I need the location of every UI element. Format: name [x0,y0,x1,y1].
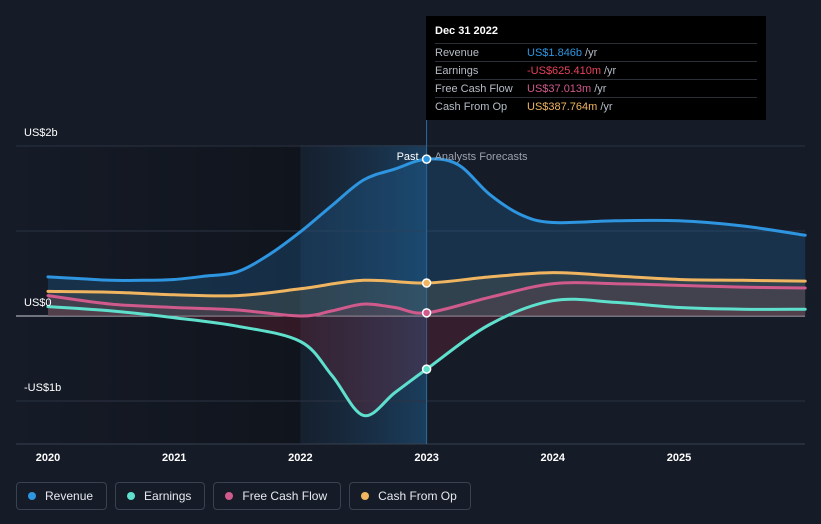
tooltip-date: Dec 31 2022 [435,25,498,37]
earnings-area [48,299,806,416]
free-cash-flow-line [46,281,807,318]
legend-item-cash-from-op[interactable]: Cash From Op [349,482,471,510]
cash-from-op-dot-icon [361,492,370,500]
legend-item-free-cash-flow[interactable]: Free Cash Flow [213,482,342,510]
x-tick-label: 2025 [667,452,691,464]
y-tick-label: -US$1b [24,382,61,394]
x-tick-label: 2023 [414,452,438,464]
x-tick-label: 2024 [541,452,566,464]
free-cash-flow-dot-icon [225,492,234,500]
past-highlight-region [300,145,427,444]
tooltip-label: Cash From Op [435,100,508,113]
chart-svg: US$2b US$0 -US$1b 2020 2021 2022 2023 2024 2025 P… [16,120,807,464]
x-tick-label: 2022 [288,452,312,464]
tooltip: Dec 31 2022 Revenue US$1.846b /yr Earnin… [426,16,766,120]
earnings-highlight-point [421,364,432,374]
y-tick-label: US$2b [24,127,58,139]
legend-item-revenue[interactable]: Revenue [16,482,108,510]
tooltip-label: Free Cash Flow [435,82,513,95]
tooltip-row-revenue: Revenue US$1.846b /yr [435,43,757,61]
free-cash-flow-highlight-point [421,308,432,318]
x-tick-label: 2020 [36,452,60,464]
tooltip-row-free-cash-flow: Free Cash Flow US$37.013m /yr [435,79,757,97]
revenue-highlight-point [421,154,432,164]
legend-label: Earnings [144,489,192,503]
tooltip-value: US$1.846b [527,46,583,59]
tooltip-unit: /yr [600,100,613,113]
tooltip-label: Revenue [435,46,480,59]
earnings-line [46,297,807,418]
legend-item-earnings[interactable]: Earnings [115,482,206,510]
earnings-dot-icon [127,492,136,500]
tooltip-row-earnings: Earnings -US$625.410m /yr [435,61,757,79]
free-cash-flow-area [48,282,806,317]
tooltip-value: US$387.764m [527,100,598,113]
revenue-dot-icon [28,492,36,500]
tooltip-unit: /yr [594,82,607,95]
revenue-line [46,157,807,282]
tooltip-label: Earnings [435,64,479,77]
past-label: Past [397,151,419,163]
legend-label: Free Cash Flow [242,489,328,503]
x-tick-label: 2021 [162,452,186,464]
tooltip-row-cash-from-op: Cash From Op US$387.764m /yr [435,97,757,115]
legend-label: Revenue [45,489,94,503]
tooltip-unit: /yr [585,46,598,59]
tooltip-unit: /yr [604,64,617,77]
tooltip-value: -US$625.410m [527,64,601,77]
legend: Revenue Earnings Free Cash Flow Cash Fro… [16,482,471,510]
cash-from-op-highlight-point [421,278,432,288]
y-tick-label: US$0 [24,297,52,309]
legend-label: Cash From Op [378,489,457,503]
tooltip-value: US$37.013m [527,82,592,95]
forecast-label: Analysts Forecasts [435,151,528,163]
